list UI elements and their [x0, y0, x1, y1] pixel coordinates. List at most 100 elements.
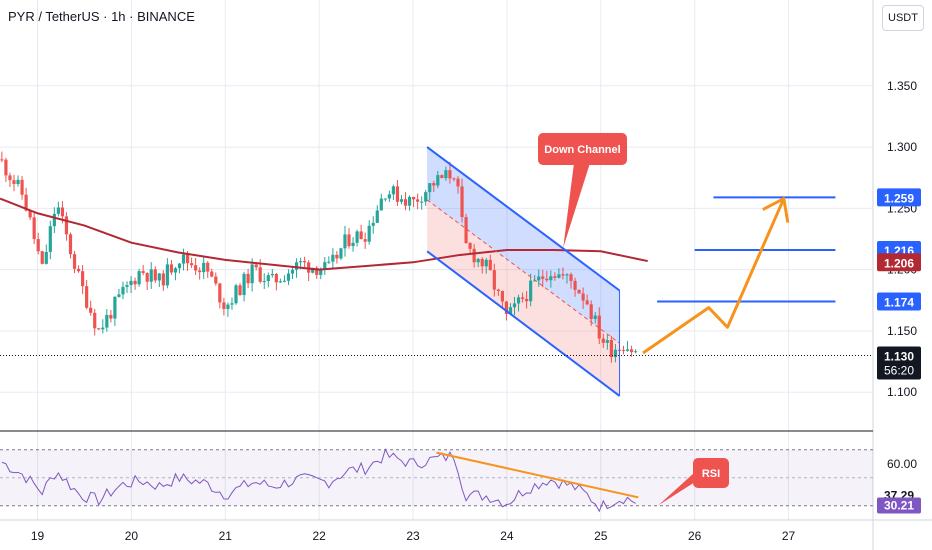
candle-body	[391, 186, 396, 195]
candle-body	[198, 270, 202, 273]
candle-body	[173, 268, 178, 273]
rsi-callout-box	[693, 458, 729, 488]
candle-body	[496, 289, 500, 292]
candle-body	[40, 251, 44, 264]
candle-body	[48, 226, 52, 252]
candle-body	[16, 179, 20, 185]
price-label: 1.259	[884, 191, 914, 205]
candle-body	[403, 199, 408, 206]
candle-body	[577, 289, 581, 294]
candle-body	[621, 350, 626, 352]
candle-body	[125, 285, 129, 287]
candle-body	[444, 170, 448, 179]
candle-body	[613, 349, 618, 358]
candle-body	[85, 286, 89, 308]
candle-body	[315, 267, 319, 275]
price-axis-tick: 1.150	[887, 324, 917, 338]
candle-body	[153, 269, 157, 281]
candle-body	[0, 159, 4, 161]
candle-body	[537, 276, 541, 281]
channel-upper-line	[426, 146, 621, 292]
candle-body	[323, 262, 327, 270]
candle-body	[541, 276, 545, 279]
candle-body	[109, 314, 113, 319]
candle-body	[52, 213, 56, 227]
candle-body	[468, 243, 472, 249]
candle-body	[262, 281, 266, 283]
candle-body	[56, 207, 60, 214]
time-axis-tick: 21	[219, 529, 233, 543]
current-price-label: 1.130	[884, 349, 914, 363]
time-axis-tick: 20	[125, 529, 139, 543]
candle-body	[516, 297, 521, 304]
candle-body	[311, 267, 315, 273]
candle-body	[278, 281, 282, 283]
chart-title: PYR / TetherUS · 1h · BINANCE	[8, 9, 195, 24]
moving-average-line	[0, 197, 648, 271]
candle-body	[448, 170, 452, 179]
price-axis-tick: 1.350	[887, 79, 917, 93]
candle-body	[593, 315, 597, 319]
candle-body	[181, 254, 186, 264]
candle-body	[44, 251, 48, 264]
candle-body	[395, 186, 400, 202]
candle-body	[145, 273, 149, 282]
candle-body	[424, 192, 428, 202]
candle-body	[585, 300, 589, 305]
candle-body	[347, 234, 351, 247]
countdown-label: 56:20	[884, 363, 914, 377]
candle-body	[520, 297, 525, 299]
candle-body	[629, 349, 634, 353]
rsi-trendline	[436, 451, 639, 499]
candle-body	[480, 259, 484, 267]
candle-body	[286, 273, 291, 281]
rsi-value-label: 30.21	[884, 499, 914, 513]
candle-body	[141, 271, 145, 274]
candle-body	[327, 261, 331, 263]
time-axis-tick: 27	[782, 529, 796, 543]
candle-body	[242, 273, 246, 296]
candle-body	[238, 285, 242, 296]
candle-body	[553, 276, 557, 278]
candle-body	[185, 254, 190, 264]
candle-body	[282, 280, 287, 282]
time-axis-tick: 23	[406, 529, 420, 543]
candle-body	[97, 328, 101, 330]
candle-body	[573, 280, 577, 290]
price-label-box	[877, 253, 921, 272]
currency-button[interactable]: USDT	[882, 5, 924, 31]
candle-body	[420, 201, 424, 203]
candle-body	[68, 234, 73, 255]
candle-body	[28, 210, 32, 218]
candle-body	[601, 338, 605, 343]
candle-body	[105, 314, 109, 328]
rsi-line	[1, 448, 636, 513]
candle-body	[4, 159, 8, 176]
candle-body	[270, 273, 274, 276]
candle-body	[387, 194, 391, 199]
candle-body	[565, 274, 569, 276]
candle-body	[605, 340, 609, 343]
candle-body	[561, 274, 565, 276]
candle-body	[363, 239, 367, 242]
candle-body	[157, 273, 161, 281]
price-axis-tick: 1.300	[887, 140, 917, 154]
candle-body	[303, 261, 307, 263]
candle-body	[529, 280, 533, 302]
candle-body	[634, 351, 638, 353]
candle-body	[149, 269, 153, 282]
candle-body	[472, 248, 476, 263]
candles	[0, 151, 638, 363]
candle-body	[500, 291, 504, 302]
candle-body	[89, 307, 93, 313]
candle-body	[379, 198, 383, 211]
candle-body	[339, 248, 343, 259]
candle-body	[355, 231, 359, 243]
candle-body	[189, 263, 194, 266]
candle-body	[508, 307, 513, 314]
candle-body	[428, 183, 432, 193]
candle-body	[258, 267, 262, 282]
channel-lower-line	[426, 250, 621, 397]
candle-body	[117, 294, 121, 297]
